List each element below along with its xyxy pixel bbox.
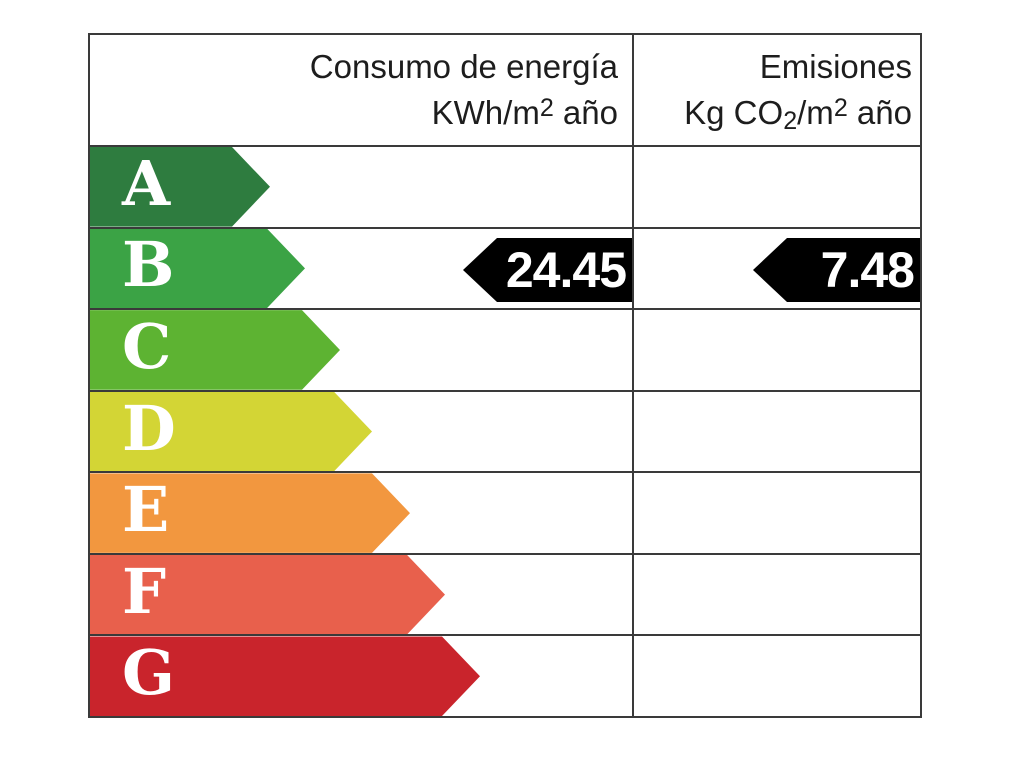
rating-row-d: D [90, 389, 920, 472]
rating-letter: A [122, 146, 171, 220]
consumption-value: 24.45 [505, 242, 627, 298]
emissions-header-unit: Kg CO2/m2 año [684, 93, 912, 135]
rating-row-g: G [90, 634, 920, 716]
consumption-column-header: Consumo de energía KWh/m2 año [90, 35, 632, 145]
rating-letter: E [122, 473, 170, 547]
rating-arrow-e: E [90, 473, 410, 553]
rating-arrow-a: A [90, 147, 270, 227]
column-divider-line [632, 35, 634, 716]
rating-arrow-b: B [90, 229, 305, 309]
rating-row-a: A [90, 147, 920, 227]
consumption-header-title: Consumo de energía [309, 47, 618, 85]
rating-scale-rows: A B C D E F G [90, 147, 920, 716]
rating-row-e: E [90, 471, 920, 553]
rating-row-c: C [90, 308, 920, 390]
rating-letter: B [122, 228, 175, 302]
consumption-header-unit: KWh/m2 año [431, 93, 618, 131]
rating-letter: D [122, 391, 176, 465]
rating-letter: F [122, 554, 167, 628]
rating-arrow-c: C [90, 310, 340, 390]
energy-certificate-table: Consumo de energía KWh/m2 año Emisiones … [88, 33, 922, 718]
emissions-column-header: Emisiones Kg CO2/m2 año [632, 35, 920, 145]
emissions-value: 7.48 [820, 242, 915, 298]
table-header: Consumo de energía KWh/m2 año Emisiones … [90, 35, 920, 147]
emissions-value-arrow: 7.48 [753, 238, 920, 302]
rating-letter: C [122, 309, 172, 383]
rating-arrow-f: F [90, 555, 445, 635]
rating-row-f: F [90, 552, 920, 635]
rating-row-b: B [90, 226, 920, 309]
rating-arrow-d: D [90, 392, 372, 472]
consumption-value-arrow: 24.45 [463, 238, 632, 302]
emissions-header-title: Emisiones [759, 47, 912, 85]
rating-arrow-g: G [90, 636, 480, 716]
rating-letter: G [122, 636, 175, 710]
